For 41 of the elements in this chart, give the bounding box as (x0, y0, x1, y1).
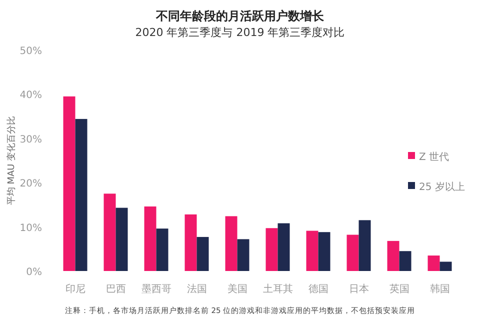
bar (428, 256, 440, 271)
y-tick-label: 40% (20, 90, 42, 102)
bar (346, 234, 359, 271)
bar (358, 220, 371, 271)
bar (225, 216, 238, 271)
bar (318, 232, 330, 271)
x-tick-label: 印尼 (65, 283, 86, 295)
bar (104, 194, 116, 271)
y-axis-title: 平均 MAU 变化百分比 (6, 116, 17, 206)
bar (116, 208, 128, 271)
bar (237, 239, 250, 271)
x-tick-label: 墨西哥 (141, 284, 172, 295)
bar (75, 118, 88, 271)
bar (399, 251, 412, 271)
chart-title: 不同年龄段的月活跃用户数增长 (155, 9, 325, 23)
bar (266, 228, 278, 271)
x-tick-label: 土耳其 (262, 283, 293, 295)
bar (387, 240, 400, 271)
bar (156, 228, 168, 271)
y-tick-label: 0% (26, 267, 42, 278)
x-tick-label: 巴西 (106, 284, 126, 295)
bar (440, 262, 452, 271)
bar (306, 230, 318, 271)
legend-label: 25 岁以上 (419, 181, 465, 193)
x-tick-label: 美国 (227, 283, 248, 295)
x-tick-label: 韩国 (430, 283, 450, 295)
y-tick-label: 30% (20, 134, 42, 146)
bar (144, 206, 156, 271)
x-tick-label: 英国 (389, 283, 410, 295)
x-tick-label: 日本 (348, 283, 369, 295)
y-tick-label: 20% (20, 178, 42, 190)
y-tick-label: 50% (20, 46, 42, 57)
bar (196, 236, 209, 271)
x-tick-label: 法国 (186, 283, 207, 295)
x-tick-label: 德国 (308, 284, 328, 295)
y-tick-label: 10% (20, 222, 42, 234)
bar (184, 214, 197, 271)
bar (278, 223, 290, 271)
legend-label: Z 世代 (419, 151, 450, 163)
bar (63, 96, 76, 271)
chart-subtitle: 2020 年第三季度与 2019 年第三季度对比 (135, 26, 345, 39)
